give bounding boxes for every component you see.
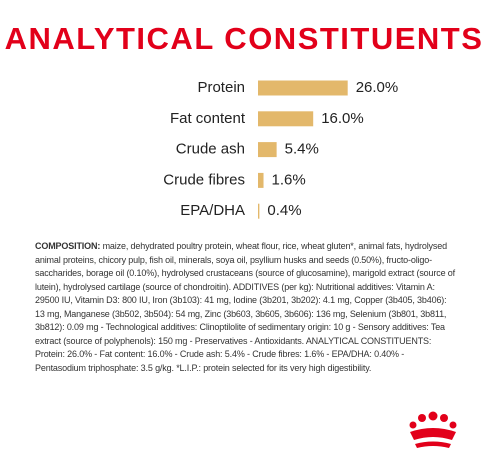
composition-text: maize, dehydrated poultry protein, wheat… — [35, 241, 456, 373]
bar — [258, 172, 264, 188]
composition: COMPOSITION: maize, dehydrated poultry p… — [35, 240, 457, 375]
bar — [258, 80, 348, 96]
value-label: 26.0% — [356, 79, 399, 96]
value-label: 5.4% — [285, 141, 319, 158]
value-label: 16.0% — [321, 110, 364, 127]
category-label: Protein — [197, 79, 245, 96]
royal-canin-logo — [409, 411, 457, 448]
category-label: Fat content — [170, 110, 246, 127]
bar — [258, 142, 277, 158]
value-label: 0.4% — [267, 202, 301, 219]
composition-label: COMPOSITION: — [35, 241, 101, 251]
chart-title: ANALYTICAL CONSTITUENTS — [5, 21, 484, 56]
category-label: Crude ash — [176, 141, 245, 158]
bar — [258, 111, 314, 127]
category-label: EPA/DHA — [180, 202, 245, 219]
bar — [258, 203, 260, 219]
value-label: 1.6% — [272, 171, 306, 188]
category-label: Crude fibres — [163, 171, 245, 188]
